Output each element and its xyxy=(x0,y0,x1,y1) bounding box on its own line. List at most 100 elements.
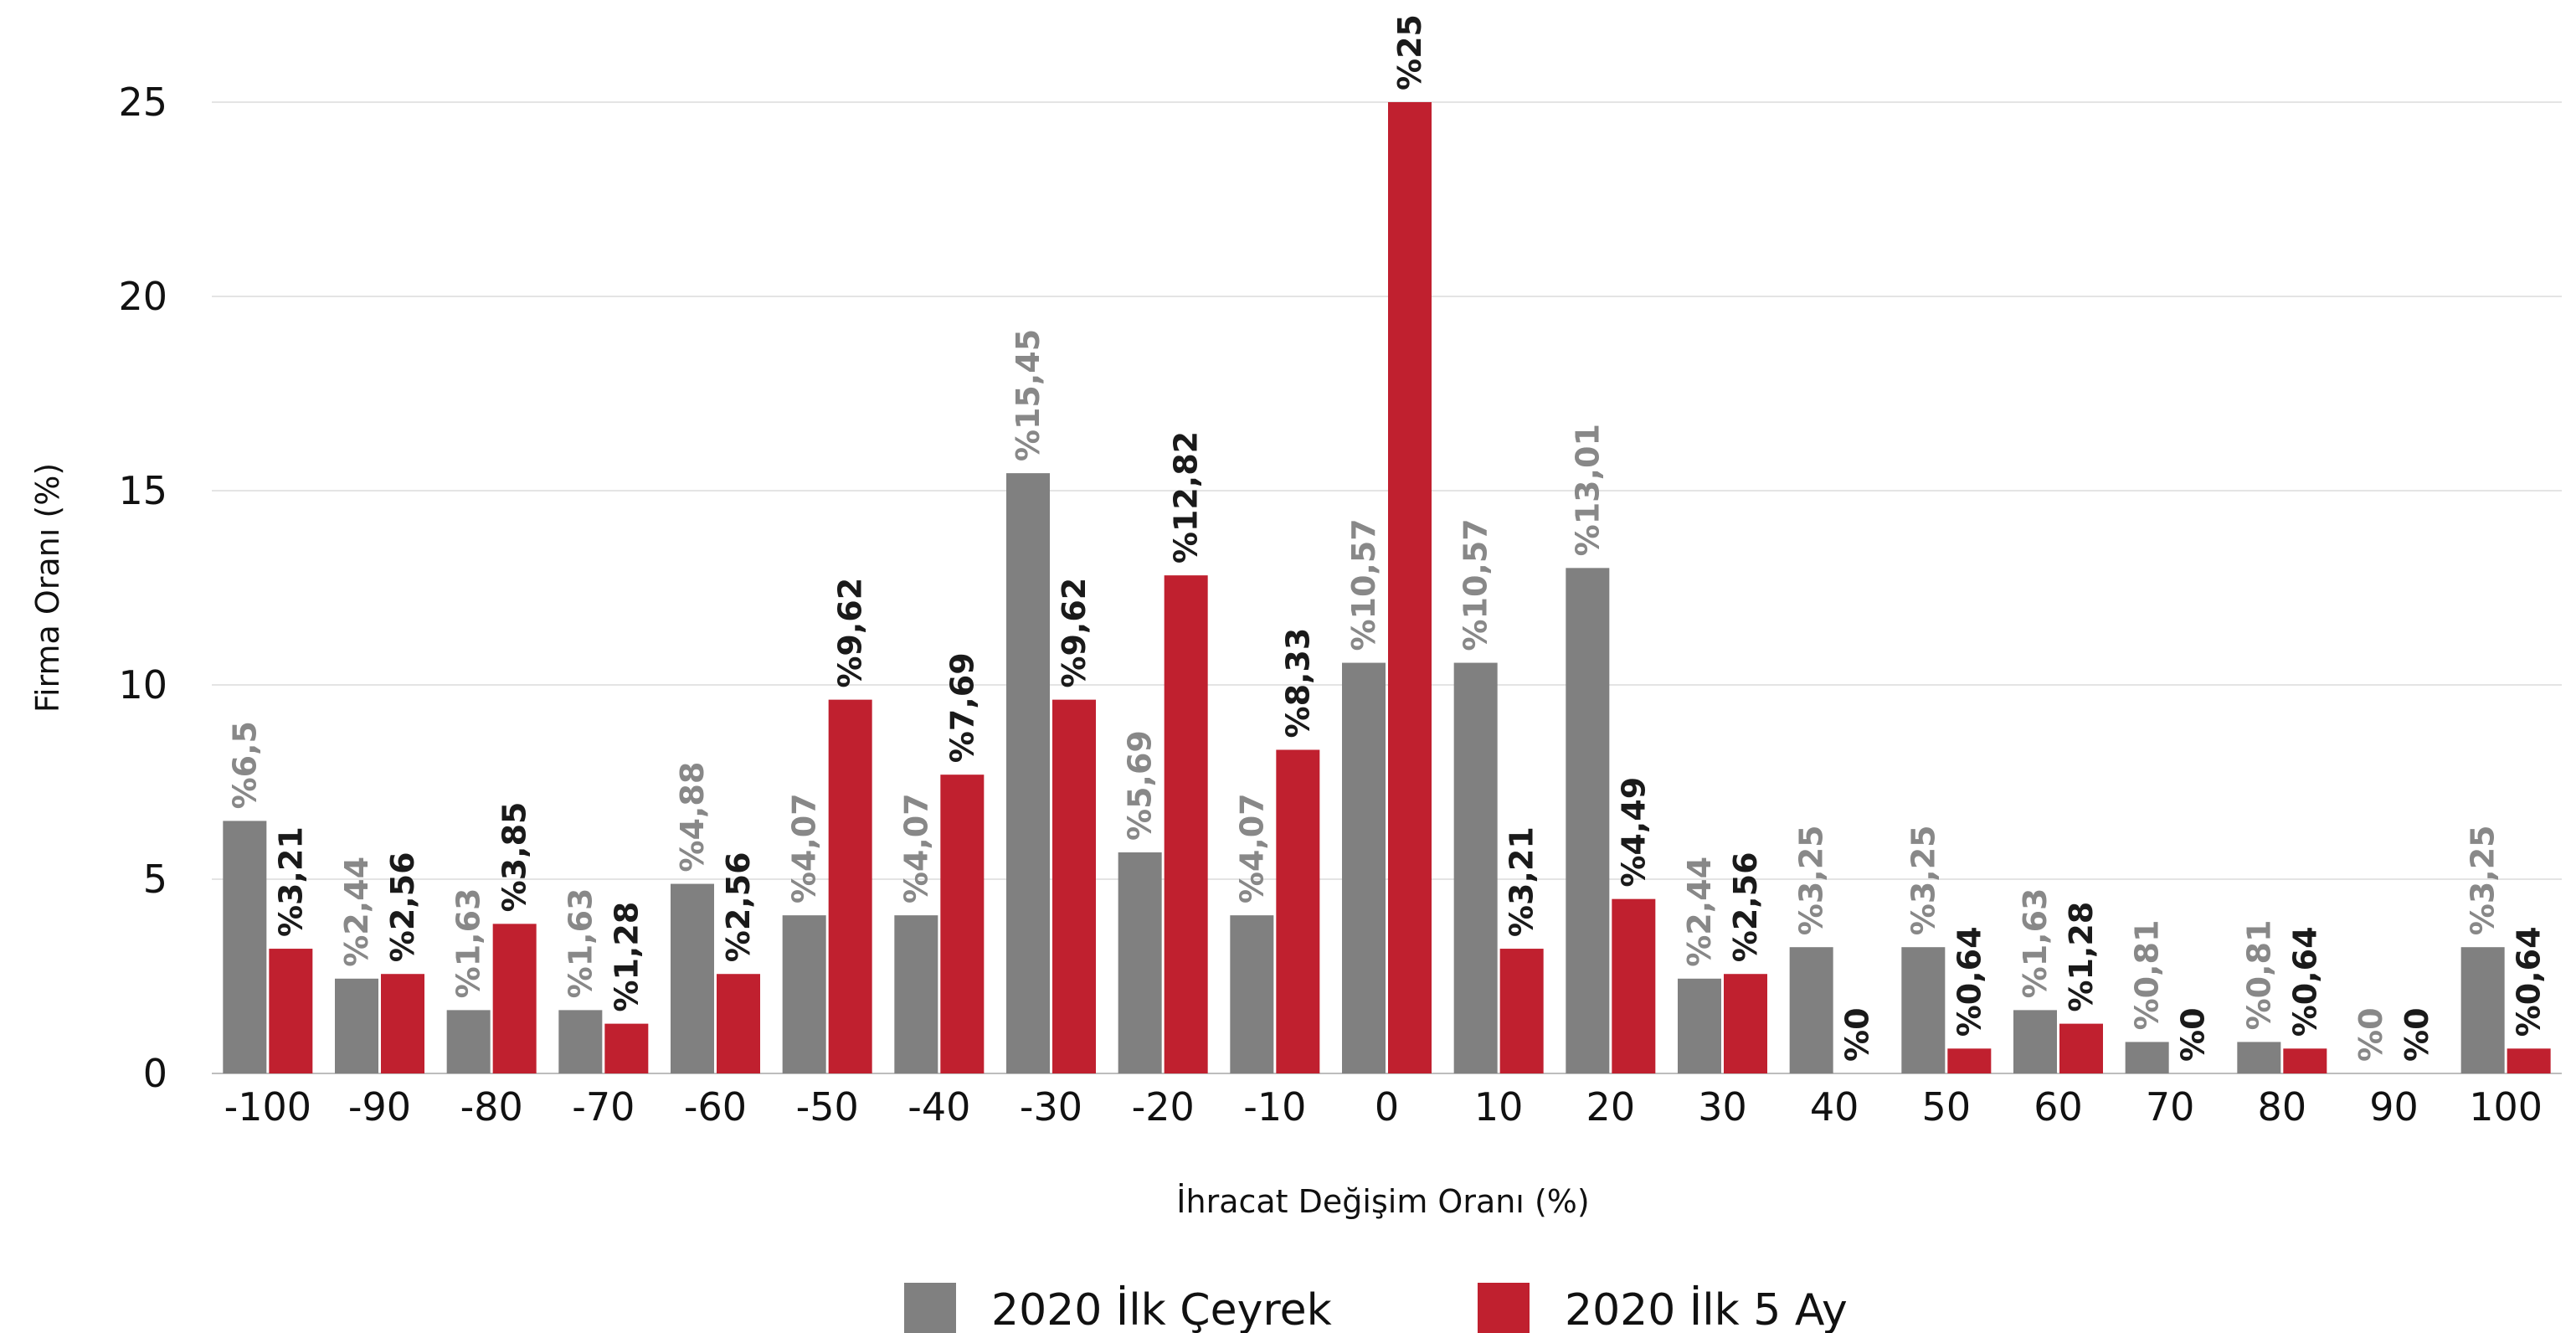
bar-5m-1 xyxy=(381,974,424,1073)
label-q1-12: %13,01 xyxy=(1569,424,1606,556)
bar-q1-14 xyxy=(1789,947,1833,1073)
x-tick-label: 100 xyxy=(2469,1084,2543,1130)
bar-q1-6 xyxy=(894,915,938,1073)
x-tick-label: 80 xyxy=(2258,1084,2307,1130)
label-5m-20: %0,64 xyxy=(2511,926,2548,1037)
label-q1-0: %6,5 xyxy=(226,721,263,809)
x-tick-label: 20 xyxy=(1586,1084,1636,1130)
label-5m-17: %0 xyxy=(2175,1007,2212,1062)
label-q1-17: %0,81 xyxy=(2129,920,2166,1031)
x-tick-label: -80 xyxy=(460,1084,523,1130)
label-5m-7: %9,62 xyxy=(1056,578,1093,688)
label-q1-18: %0,81 xyxy=(2240,920,2277,1031)
bar-q1-11 xyxy=(1453,662,1498,1073)
bar-5m-7 xyxy=(1052,699,1096,1073)
x-tick-label: 70 xyxy=(2146,1084,2195,1130)
bar-q1-17 xyxy=(2125,1042,2169,1073)
label-5m-8: %12,82 xyxy=(1168,431,1205,564)
label-5m-2: %3,85 xyxy=(496,802,533,913)
y-tick-label: 20 xyxy=(118,274,167,319)
bar-5m-4 xyxy=(717,974,760,1073)
label-5m-16: %1,28 xyxy=(2063,902,2100,1012)
legend-swatch-1 xyxy=(1478,1283,1530,1333)
label-q1-7: %15,45 xyxy=(1010,329,1046,461)
label-5m-12: %4,49 xyxy=(1615,777,1652,888)
label-q1-19: %0 xyxy=(2352,1007,2389,1062)
x-tick-label: -60 xyxy=(684,1084,747,1130)
label-q1-11: %10,57 xyxy=(1458,518,1494,651)
data-labels: %6,5%3,21 %2,44 %2,56 %1,63%3,85%1,63 %1,28%… xyxy=(226,14,2547,1062)
bar-5m-16 xyxy=(2059,1023,2103,1073)
bar-q1-16 xyxy=(2013,1010,2057,1073)
label-q1-13: %2,44 xyxy=(1681,857,1718,967)
bar-q1-7 xyxy=(1006,473,1050,1073)
x-tick-label: 50 xyxy=(1922,1084,1972,1130)
label-q1-1: %2,44 xyxy=(338,857,375,967)
bar-q1-15 xyxy=(1901,947,1946,1073)
bars xyxy=(223,102,2551,1073)
label-5m-19: %0 xyxy=(2399,1007,2435,1062)
label-5m-5: %9,62 xyxy=(832,578,869,688)
bar-5m-20 xyxy=(2507,1048,2551,1073)
bar-q1-3 xyxy=(558,1010,603,1073)
label-q1-2: %1,63 xyxy=(450,888,487,999)
bar-q1-1 xyxy=(335,978,378,1073)
y-axis-ticks: 0 5 10 15 20 25 xyxy=(118,80,167,1096)
label-q1-3: %1,63 xyxy=(562,888,599,999)
label-5m-9: %8,33 xyxy=(1279,628,1316,739)
label-5m-10: %25 xyxy=(1391,14,1428,90)
label-q1-10: %10,57 xyxy=(1345,518,1382,651)
x-tick-label: -20 xyxy=(1132,1084,1195,1130)
bar-5m-2 xyxy=(492,924,537,1073)
y-axis-title: Firma Oranı (%) xyxy=(29,463,66,713)
label-5m-0: %3,21 xyxy=(272,826,309,937)
label-5m-11: %3,21 xyxy=(1504,826,1540,937)
x-axis-ticks: -100 -90 -80 -70 -60 -50 -40 -30 -20 -10 0 10 20 30 40… xyxy=(224,1084,2543,1130)
label-5m-18: %0,64 xyxy=(2286,926,2323,1037)
bar-5m-3 xyxy=(604,1023,649,1073)
x-tick-label: 30 xyxy=(1698,1084,1747,1130)
legend-label-0: 2020 İlk Çeyrek xyxy=(991,1284,1332,1333)
label-5m-4: %2,56 xyxy=(720,852,757,962)
bar-5m-18 xyxy=(2283,1048,2327,1073)
label-q1-15: %3,25 xyxy=(1905,825,1941,935)
x-tick-label: -30 xyxy=(1020,1084,1082,1130)
bar-q1-8 xyxy=(1118,852,1162,1073)
label-q1-20: %3,25 xyxy=(2465,825,2501,935)
y-tick-label: 0 xyxy=(143,1051,167,1096)
bar-5m-9 xyxy=(1276,749,1320,1073)
y-tick-label: 10 xyxy=(118,662,167,708)
y-tick-label: 25 xyxy=(118,80,167,125)
x-tick-label: 40 xyxy=(1810,1084,1859,1130)
bar-q1-4 xyxy=(671,883,714,1073)
label-5m-15: %0,64 xyxy=(1951,926,1987,1037)
bar-q1-20 xyxy=(2460,947,2505,1073)
bar-5m-8 xyxy=(1164,575,1208,1073)
label-q1-14: %3,25 xyxy=(1793,825,1830,935)
bar-5m-6 xyxy=(940,775,985,1073)
label-5m-3: %1,28 xyxy=(608,902,645,1012)
bar-q1-12 xyxy=(1566,568,1610,1073)
x-tick-label: -100 xyxy=(224,1084,311,1130)
x-tick-label: -70 xyxy=(572,1084,635,1130)
label-5m-14: %0 xyxy=(1839,1007,1876,1062)
bar-q1-2 xyxy=(446,1010,491,1073)
x-tick-label: -50 xyxy=(796,1084,859,1130)
x-tick-label: 10 xyxy=(1474,1084,1524,1130)
bar-q1-18 xyxy=(2237,1042,2281,1073)
y-tick-label: 5 xyxy=(143,857,167,902)
legend: 2020 İlk Çeyrek 2020 İlk 5 Ay xyxy=(904,1283,1848,1333)
bar-q1-9 xyxy=(1230,915,1274,1073)
bar-5m-13 xyxy=(1724,974,1767,1073)
bar-q1-0 xyxy=(223,821,267,1073)
label-q1-9: %4,07 xyxy=(1233,793,1270,903)
label-q1-5: %4,07 xyxy=(786,793,823,903)
label-q1-4: %4,88 xyxy=(674,762,711,872)
label-5m-6: %7,69 xyxy=(944,652,980,763)
legend-label-1: 2020 İlk 5 Ay xyxy=(1565,1284,1848,1333)
x-tick-label: 0 xyxy=(1375,1084,1399,1130)
label-q1-16: %1,63 xyxy=(2017,888,2054,999)
label-q1-6: %4,07 xyxy=(897,793,934,903)
x-tick-label: 60 xyxy=(2034,1084,2083,1130)
